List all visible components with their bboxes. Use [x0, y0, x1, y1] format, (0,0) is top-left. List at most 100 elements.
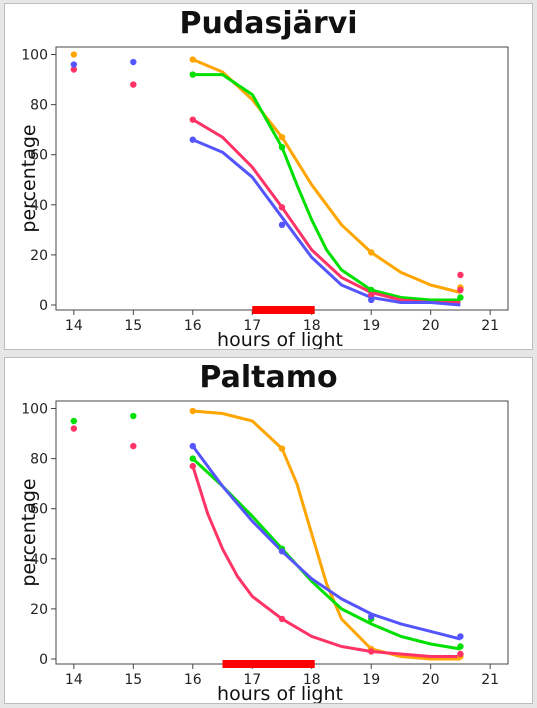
data-point [130, 412, 137, 420]
data-point [368, 286, 375, 294]
y-tick: 20 [30, 248, 56, 264]
y-tick: 80 [30, 98, 56, 114]
y-tick-label: 40 [30, 552, 48, 568]
data-point [189, 136, 196, 143]
y-tick: 60 [30, 502, 56, 518]
series-curve [191, 445, 461, 641]
data-point [189, 56, 196, 63]
plot-frame [55, 400, 509, 665]
y-tick-label: 80 [30, 452, 48, 468]
data-point [278, 221, 286, 229]
series-curve [192, 409, 461, 661]
y-axis-label: percentage [18, 478, 40, 586]
series-curve [191, 457, 461, 651]
x-tick: 16 [184, 310, 202, 334]
data-point [70, 61, 78, 68]
x-tick-label: 14 [65, 318, 83, 334]
data-point [278, 133, 286, 141]
y-tick: 80 [30, 452, 56, 468]
data-point [368, 249, 375, 256]
y-tick: 40 [30, 552, 56, 568]
x-tick: 19 [362, 310, 380, 334]
x-tick-label: 20 [422, 318, 440, 334]
data-point [457, 650, 464, 658]
x-tick: 21 [481, 664, 499, 688]
x-tick: 20 [422, 310, 440, 334]
y-tick-label: 0 [39, 298, 48, 314]
plot-frame [55, 46, 509, 311]
data-point [278, 204, 286, 211]
chart-title: Pudasjärvi [179, 6, 358, 41]
data-point [457, 271, 464, 279]
data-point [457, 286, 464, 294]
y-tick: 40 [30, 198, 56, 214]
x-tick-label: 17 [243, 318, 261, 334]
data-point [278, 445, 286, 452]
y-tick-label: 60 [30, 502, 48, 518]
x-tick: 20 [422, 664, 440, 688]
y-axis-label: percentage [18, 124, 40, 232]
x-tick-label: 16 [184, 672, 202, 688]
x-tick-label: 18 [303, 672, 321, 688]
critical-range-bar [252, 306, 315, 314]
data-point [70, 51, 78, 58]
x-tick-label: 17 [243, 672, 261, 688]
data-point [189, 455, 196, 462]
data-point [130, 58, 137, 66]
series-curve [192, 73, 461, 302]
data-point [70, 66, 78, 73]
y-tick-label: 0 [39, 652, 48, 668]
x-tick-label: 16 [184, 318, 202, 334]
x-axis-label: hours of light [217, 329, 343, 349]
chart-plot-pudasjarvi: 14 15 16 17 18 19 20 21 0 20 40 60 80 100 hours of lig… [18, 46, 509, 349]
x-tick-label: 21 [481, 672, 499, 688]
series-curve [191, 465, 461, 658]
series-curve [192, 138, 461, 307]
data-point [278, 548, 286, 555]
data-point [457, 643, 464, 650]
x-tick: 15 [124, 310, 142, 334]
series-curve [192, 58, 461, 294]
x-tick-label: 18 [303, 318, 321, 334]
data-point [368, 613, 375, 620]
x-tick: 16 [184, 664, 202, 688]
data-point [278, 143, 286, 151]
y-tick: 0 [39, 298, 56, 314]
chart-panel-pudasjarvi: Pudasjärvi 14 15 16 17 18 19 20 21 0 20 40 60 80 100 h… [4, 3, 533, 350]
y-tick-label: 60 [30, 148, 48, 164]
data-point [70, 417, 78, 425]
data-point [130, 81, 137, 88]
y-tick: 100 [21, 48, 56, 64]
y-tick: 20 [30, 602, 56, 618]
data-point [457, 633, 464, 640]
x-tick-label: 14 [65, 672, 83, 688]
x-tick-label: 19 [362, 672, 380, 688]
y-tick-label: 20 [30, 248, 48, 264]
data-point [368, 296, 375, 304]
x-tick-label: 21 [481, 318, 499, 334]
y-tick-label: 80 [30, 98, 48, 114]
y-tick: 60 [30, 148, 56, 164]
chart-title: Paltamo [199, 360, 338, 395]
x-tick-label: 19 [362, 318, 380, 334]
x-tick: 15 [124, 664, 142, 688]
y-tick: 0 [39, 652, 56, 668]
x-tick: 14 [65, 664, 83, 688]
data-point [130, 442, 137, 450]
data-point [189, 71, 196, 78]
x-tick: 21 [481, 310, 499, 334]
data-point [189, 442, 196, 450]
x-tick-label: 20 [422, 672, 440, 688]
data-point [189, 407, 196, 415]
data-point [368, 648, 375, 655]
chart-plot-paltamo: 14 15 16 17 18 19 20 21 0 20 40 60 80 100 hours of lig… [18, 400, 509, 703]
series-curve [192, 118, 461, 304]
data-point [278, 615, 286, 623]
y-tick-label: 40 [30, 198, 48, 214]
y-tick-label: 100 [21, 48, 48, 64]
x-axis-label: hours of light [217, 683, 343, 703]
data-point [189, 462, 196, 470]
data-point [189, 116, 196, 123]
y-tick-label: 100 [21, 402, 48, 418]
data-point [70, 425, 78, 432]
